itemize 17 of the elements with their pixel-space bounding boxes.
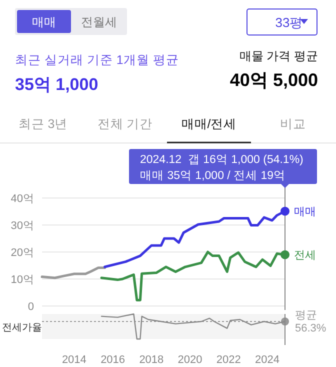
y-axis-title: 전세가율 — [2, 322, 42, 334]
header: 매매 전월세 33평 최근 실거래 기준 1개월 평균 35억 1,000 매물 가격 평균 40억 5,000 최근 3년 전체 기간 매매/전세 비교 — [0, 8, 336, 144]
series-label: 전세 — [294, 250, 316, 262]
x-tick-label: 2020 — [178, 354, 202, 366]
y-tick-label: 40억 — [10, 193, 34, 205]
ref-line-label: 평균 56.3% — [295, 310, 326, 334]
y-tick-label: 10억 — [10, 274, 34, 286]
x-tick-label: 2016 — [100, 354, 126, 366]
x-tick-label: 2024 — [255, 354, 280, 366]
y-tick-label: 30억 — [10, 220, 34, 232]
y-tick-label: 0 — [28, 301, 34, 313]
series-label: 매매 — [294, 206, 316, 218]
x-tick-label: 2014 — [62, 354, 86, 366]
y-tick-label: 20억 — [10, 247, 34, 259]
x-tick-label: 2022 — [216, 354, 241, 366]
x-tick-label: 2018 — [139, 354, 164, 366]
tooltip: 2024.12 갭 16억 1,000 (54.1%) 매매 35억 1,000 / 전세 19억 — [129, 149, 317, 188]
